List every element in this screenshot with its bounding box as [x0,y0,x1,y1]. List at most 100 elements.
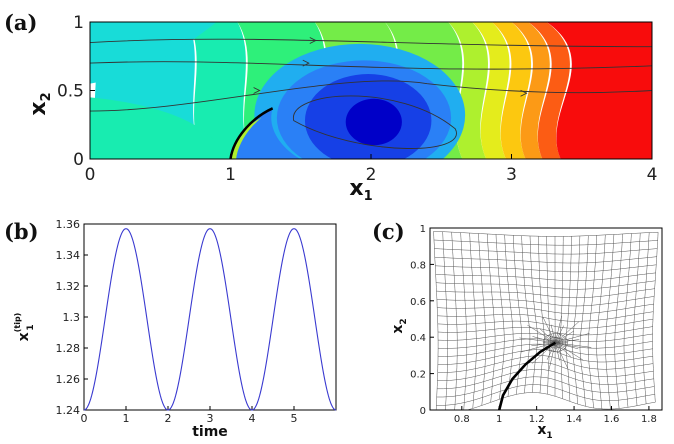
mesh-line [555,342,566,348]
filament-curve [229,107,274,159]
streamline [90,61,652,70]
mesh-line [437,361,654,381]
mesh-line [437,355,654,373]
filament-curve [497,341,557,410]
y-tick-label: 0.5 [57,82,84,102]
panel-a-axes: 0 1 2 3 4 0 0.5 1 [57,13,657,185]
mesh-line [434,248,658,255]
mesh-line [551,339,560,346]
contour-band [546,22,652,159]
mesh-line [436,376,655,398]
x-tick-label: 5 [291,412,298,425]
vortex-region [230,108,301,159]
mesh-line [433,239,658,246]
streamline-arrow [309,37,317,44]
y-tick-label: 0 [73,150,84,170]
panel-b-xlabel: time [192,424,228,440]
streamline-arrow [520,89,528,97]
panel-c-background [430,228,662,410]
mesh-line [434,256,657,264]
mesh-line [555,342,569,369]
y-tick-label: 1.36 [56,218,81,231]
contour-band [511,22,550,159]
panel-c-plot: 0.8 1 1.2 1.4 1.6 1.8 0 0.2 0.4 0.6 0.8 1 x1 x2 [390,224,663,441]
mesh-line [519,337,556,343]
mesh-line [549,334,556,343]
y-tick-label: 1.24 [56,404,81,417]
streamline-arrow [302,59,310,67]
y-tick-label: 1 [73,13,84,33]
y-tick-label: 1.34 [56,249,81,262]
panel-c-xlabel: x1 [537,422,552,441]
mesh-line [555,315,562,343]
panel-label-c: (c) [372,219,405,244]
mesh-line [548,342,556,370]
panel-c-axes: 0.8 1 1.2 1.4 1.6 1.8 0 0.2 0.4 0.6 0.8 1 [410,224,657,425]
y-tick-label: 0.4 [410,333,426,344]
mesh-line [555,334,562,343]
mesh-line [555,342,584,361]
x-tick-label: 1 [123,412,130,425]
mesh-line [436,384,655,406]
panel-c-ylabel: x2 [390,318,409,333]
mesh-line [436,296,655,307]
streamline [293,95,457,149]
contour-band [90,97,224,159]
mesh-line [555,321,579,343]
x-tick-label: 1.8 [641,414,657,425]
mesh-lines [433,231,659,410]
mesh-line [542,316,556,343]
panel-b-axes: 0 1 2 3 4 5 1.24 1.26 1.28 1.3 1.32 1.34 1.36 [56,218,298,425]
mesh-line [555,342,592,348]
mesh-line [521,342,556,353]
x-tick-label: 3 [506,165,517,185]
panel-label-a: (a) [4,10,37,35]
panel-a-ylabel: x2 [26,92,54,115]
mesh-line [466,392,656,410]
x-tick-label: 0.8 [454,414,470,425]
x-tick-label: 3 [207,412,214,425]
y-tick-label: 0.6 [410,297,426,308]
panel-a-xlabel: x1 [349,176,372,204]
y-tick-label: 1 [420,224,426,235]
contour-band [230,117,262,159]
panel-b-plot: 0 1 2 3 4 5 1.24 1.26 1.28 1.3 1.32 1.34 1.36 time x… [13,218,337,440]
x-tick-label: 4 [647,165,658,185]
contour-band [90,22,217,84]
mesh-line [437,369,654,390]
x-tick-label: 0 [81,412,88,425]
mesh-line [437,303,654,315]
x-tick-label: 1.6 [604,414,620,425]
streamline [90,38,652,48]
mesh-line [435,272,656,281]
x-tick-label: 1.2 [529,414,545,425]
y-tick-label: 1.26 [56,373,81,386]
panel-a-plot: 0 1 2 3 4 0 0.5 1 x1 x2 [26,13,657,204]
tip-position-line [83,228,337,411]
x-tick-label: 1 [496,414,502,425]
y-tick-label: 0 [420,406,426,417]
y-tick-label: 1.32 [56,280,81,293]
streamlines [90,37,652,159]
mesh-line [437,311,654,322]
panel-label-b: (b) [4,219,39,244]
panel-b-frame [83,223,337,411]
mesh-line [433,231,659,237]
x-tick-label: 0 [85,165,96,185]
panel-c-frame [429,227,663,411]
y-tick-label: 1.3 [63,311,81,324]
x-tick-label: 4 [249,412,256,425]
mesh-line [555,342,562,351]
mesh-line [544,337,556,343]
x-tick-label: 1 [225,165,236,185]
mesh-line [542,333,568,353]
mesh-line [435,264,657,273]
contour-band [188,22,252,159]
mesh-line [555,337,566,343]
x-tick-label: 1.4 [566,414,582,425]
y-tick-label: 0.8 [410,260,426,271]
mesh-line [436,280,656,290]
panel-b-ylabel: x(tip) 1 [13,313,36,342]
x-tick-label: 2 [366,165,377,185]
